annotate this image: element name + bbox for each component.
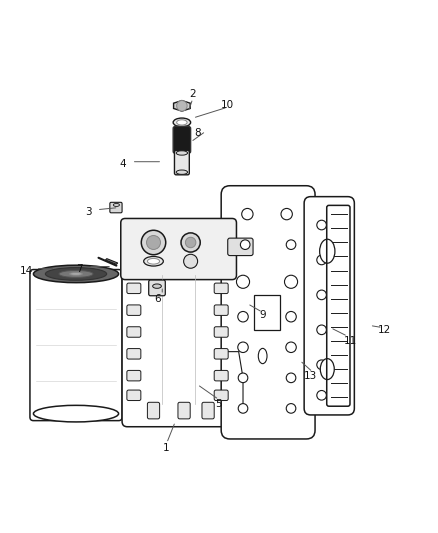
Circle shape: [317, 255, 326, 265]
FancyBboxPatch shape: [127, 305, 141, 316]
FancyBboxPatch shape: [127, 283, 141, 294]
FancyBboxPatch shape: [202, 402, 214, 419]
Ellipse shape: [33, 265, 119, 282]
Circle shape: [238, 342, 248, 352]
Circle shape: [286, 403, 296, 413]
Circle shape: [286, 311, 296, 322]
Text: 5: 5: [215, 399, 223, 409]
FancyBboxPatch shape: [149, 280, 165, 296]
FancyBboxPatch shape: [214, 349, 228, 359]
FancyBboxPatch shape: [214, 283, 228, 294]
Ellipse shape: [176, 170, 187, 174]
Ellipse shape: [59, 270, 93, 277]
FancyBboxPatch shape: [221, 185, 315, 439]
Ellipse shape: [152, 284, 161, 288]
FancyBboxPatch shape: [304, 197, 354, 415]
Circle shape: [285, 275, 297, 288]
FancyBboxPatch shape: [178, 402, 190, 419]
Circle shape: [237, 275, 250, 288]
Ellipse shape: [46, 268, 107, 280]
FancyBboxPatch shape: [127, 370, 141, 381]
Ellipse shape: [258, 349, 267, 364]
Circle shape: [181, 233, 200, 252]
FancyBboxPatch shape: [110, 203, 122, 213]
Circle shape: [240, 240, 250, 249]
Text: 12: 12: [378, 325, 392, 335]
Circle shape: [238, 311, 248, 322]
Ellipse shape: [176, 151, 187, 155]
FancyBboxPatch shape: [30, 270, 122, 421]
Text: 13: 13: [304, 370, 317, 381]
Circle shape: [317, 220, 326, 230]
FancyBboxPatch shape: [214, 390, 228, 400]
Text: 11: 11: [343, 336, 357, 346]
Text: 14: 14: [20, 266, 34, 276]
Circle shape: [317, 325, 326, 335]
Ellipse shape: [320, 239, 335, 263]
Circle shape: [286, 373, 296, 383]
Circle shape: [238, 373, 248, 383]
FancyBboxPatch shape: [174, 150, 189, 175]
Text: 10: 10: [221, 100, 234, 110]
Circle shape: [317, 391, 326, 400]
Circle shape: [177, 101, 187, 111]
FancyBboxPatch shape: [121, 219, 237, 280]
Circle shape: [286, 342, 296, 352]
FancyBboxPatch shape: [214, 370, 228, 381]
FancyBboxPatch shape: [127, 349, 141, 359]
Ellipse shape: [177, 120, 187, 125]
FancyBboxPatch shape: [122, 220, 235, 427]
FancyBboxPatch shape: [148, 402, 159, 419]
FancyBboxPatch shape: [228, 238, 253, 256]
Circle shape: [238, 403, 248, 413]
Circle shape: [281, 208, 292, 220]
Text: 9: 9: [259, 310, 266, 319]
FancyBboxPatch shape: [173, 126, 191, 154]
Ellipse shape: [173, 118, 191, 127]
Text: 8: 8: [194, 128, 201, 139]
Circle shape: [286, 240, 296, 249]
Ellipse shape: [148, 259, 159, 264]
FancyBboxPatch shape: [127, 390, 141, 400]
Polygon shape: [106, 259, 118, 264]
Ellipse shape: [33, 405, 119, 422]
Text: 7: 7: [76, 264, 83, 273]
Text: 2: 2: [190, 89, 196, 99]
Circle shape: [147, 236, 160, 249]
Text: 4: 4: [120, 159, 126, 169]
Circle shape: [185, 237, 196, 248]
Circle shape: [317, 290, 326, 300]
Bar: [254, 295, 280, 330]
Polygon shape: [173, 101, 190, 111]
Text: 6: 6: [155, 294, 161, 304]
Text: 3: 3: [85, 207, 92, 217]
Text: 1: 1: [163, 443, 170, 453]
Circle shape: [242, 208, 253, 220]
Ellipse shape: [144, 256, 163, 266]
Ellipse shape: [320, 359, 334, 379]
FancyBboxPatch shape: [127, 327, 141, 337]
FancyBboxPatch shape: [214, 327, 228, 337]
Ellipse shape: [70, 272, 82, 275]
Circle shape: [141, 230, 166, 255]
Circle shape: [317, 360, 326, 369]
FancyBboxPatch shape: [214, 305, 228, 316]
Circle shape: [184, 254, 198, 268]
Ellipse shape: [113, 204, 120, 206]
